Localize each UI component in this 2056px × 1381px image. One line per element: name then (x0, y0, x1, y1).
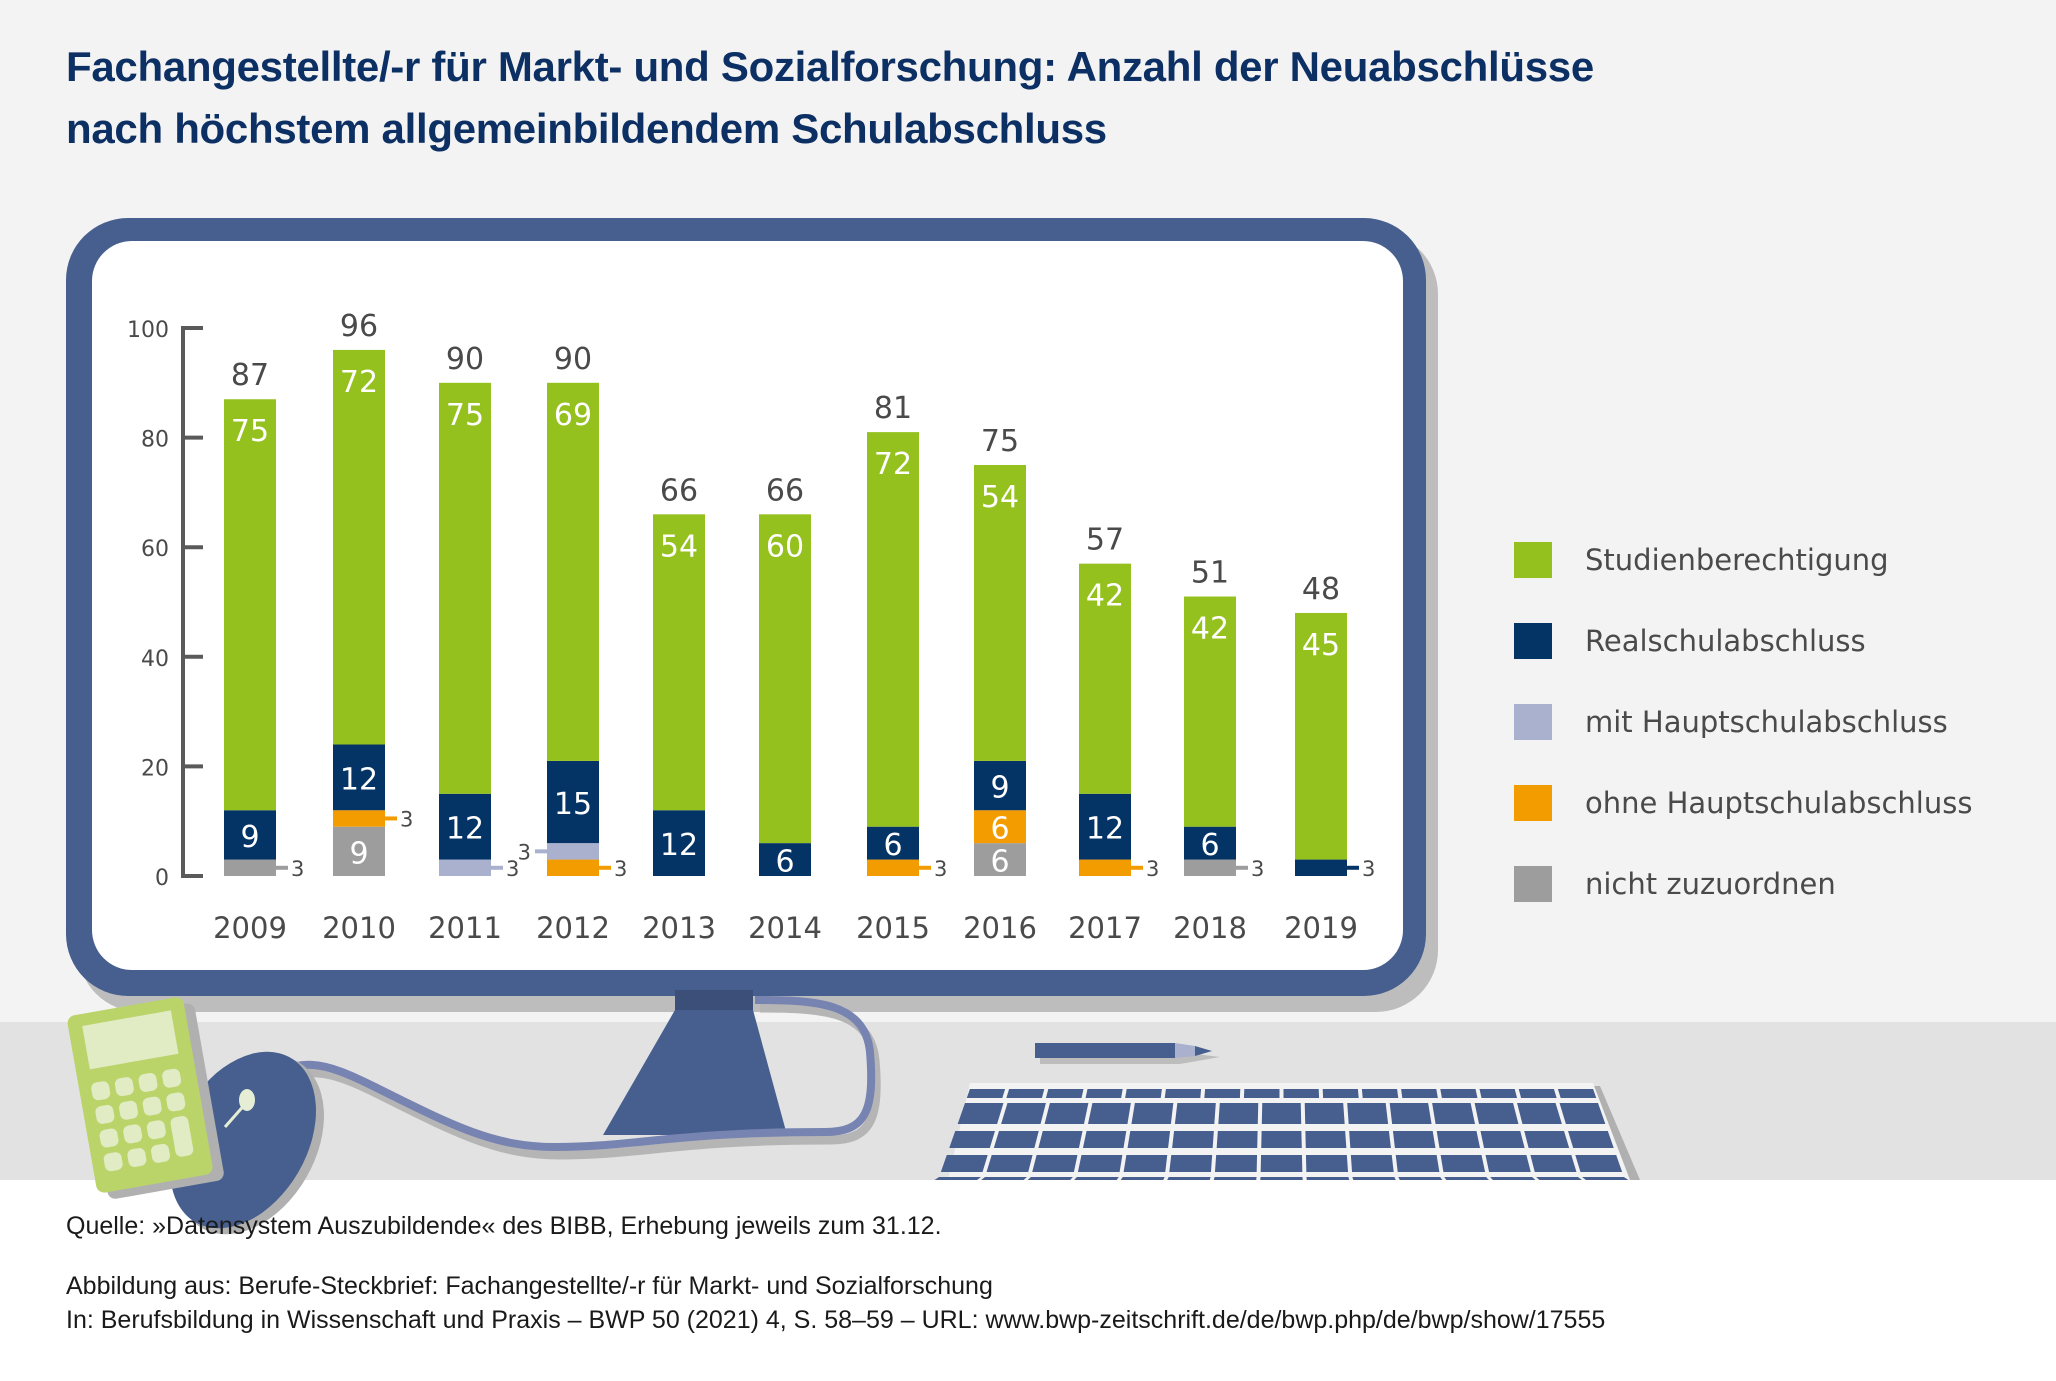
legend-label: mit Hauptschulabschluss (1585, 705, 1948, 739)
legend-label: ohne Hauptschulabschluss (1585, 786, 1973, 820)
legend-label: Studienberechtigung (1585, 543, 1889, 577)
chart-title-line-2: nach höchstem allgemeinbildendem Schulab… (66, 105, 1107, 152)
chart-title-line-1: Fachangestellte/-r für Markt- und Sozial… (66, 43, 1594, 90)
legend-swatch (1514, 623, 1552, 659)
legend-label: nicht zuzuordnen (1585, 867, 1836, 901)
chart-title: Fachangestellte/-r für Markt- und Sozial… (66, 36, 1594, 160)
legend-swatch (1514, 866, 1552, 902)
footer-source: Quelle: »Datensystem Auszubildende« des … (66, 1212, 942, 1240)
monitor-screen (92, 241, 1403, 970)
desk-surface (0, 1022, 2056, 1180)
legend-label: Realschulabschluss (1585, 624, 1866, 658)
footer-citation: In: Berufsbildung in Wissenschaft und Pr… (66, 1306, 1606, 1334)
legend-swatch (1514, 542, 1552, 578)
legend-swatch (1514, 704, 1552, 740)
legend-swatch (1514, 785, 1552, 821)
footer-figure-from: Abbildung aus: Berufe-Steckbrief: Fachan… (66, 1272, 993, 1300)
